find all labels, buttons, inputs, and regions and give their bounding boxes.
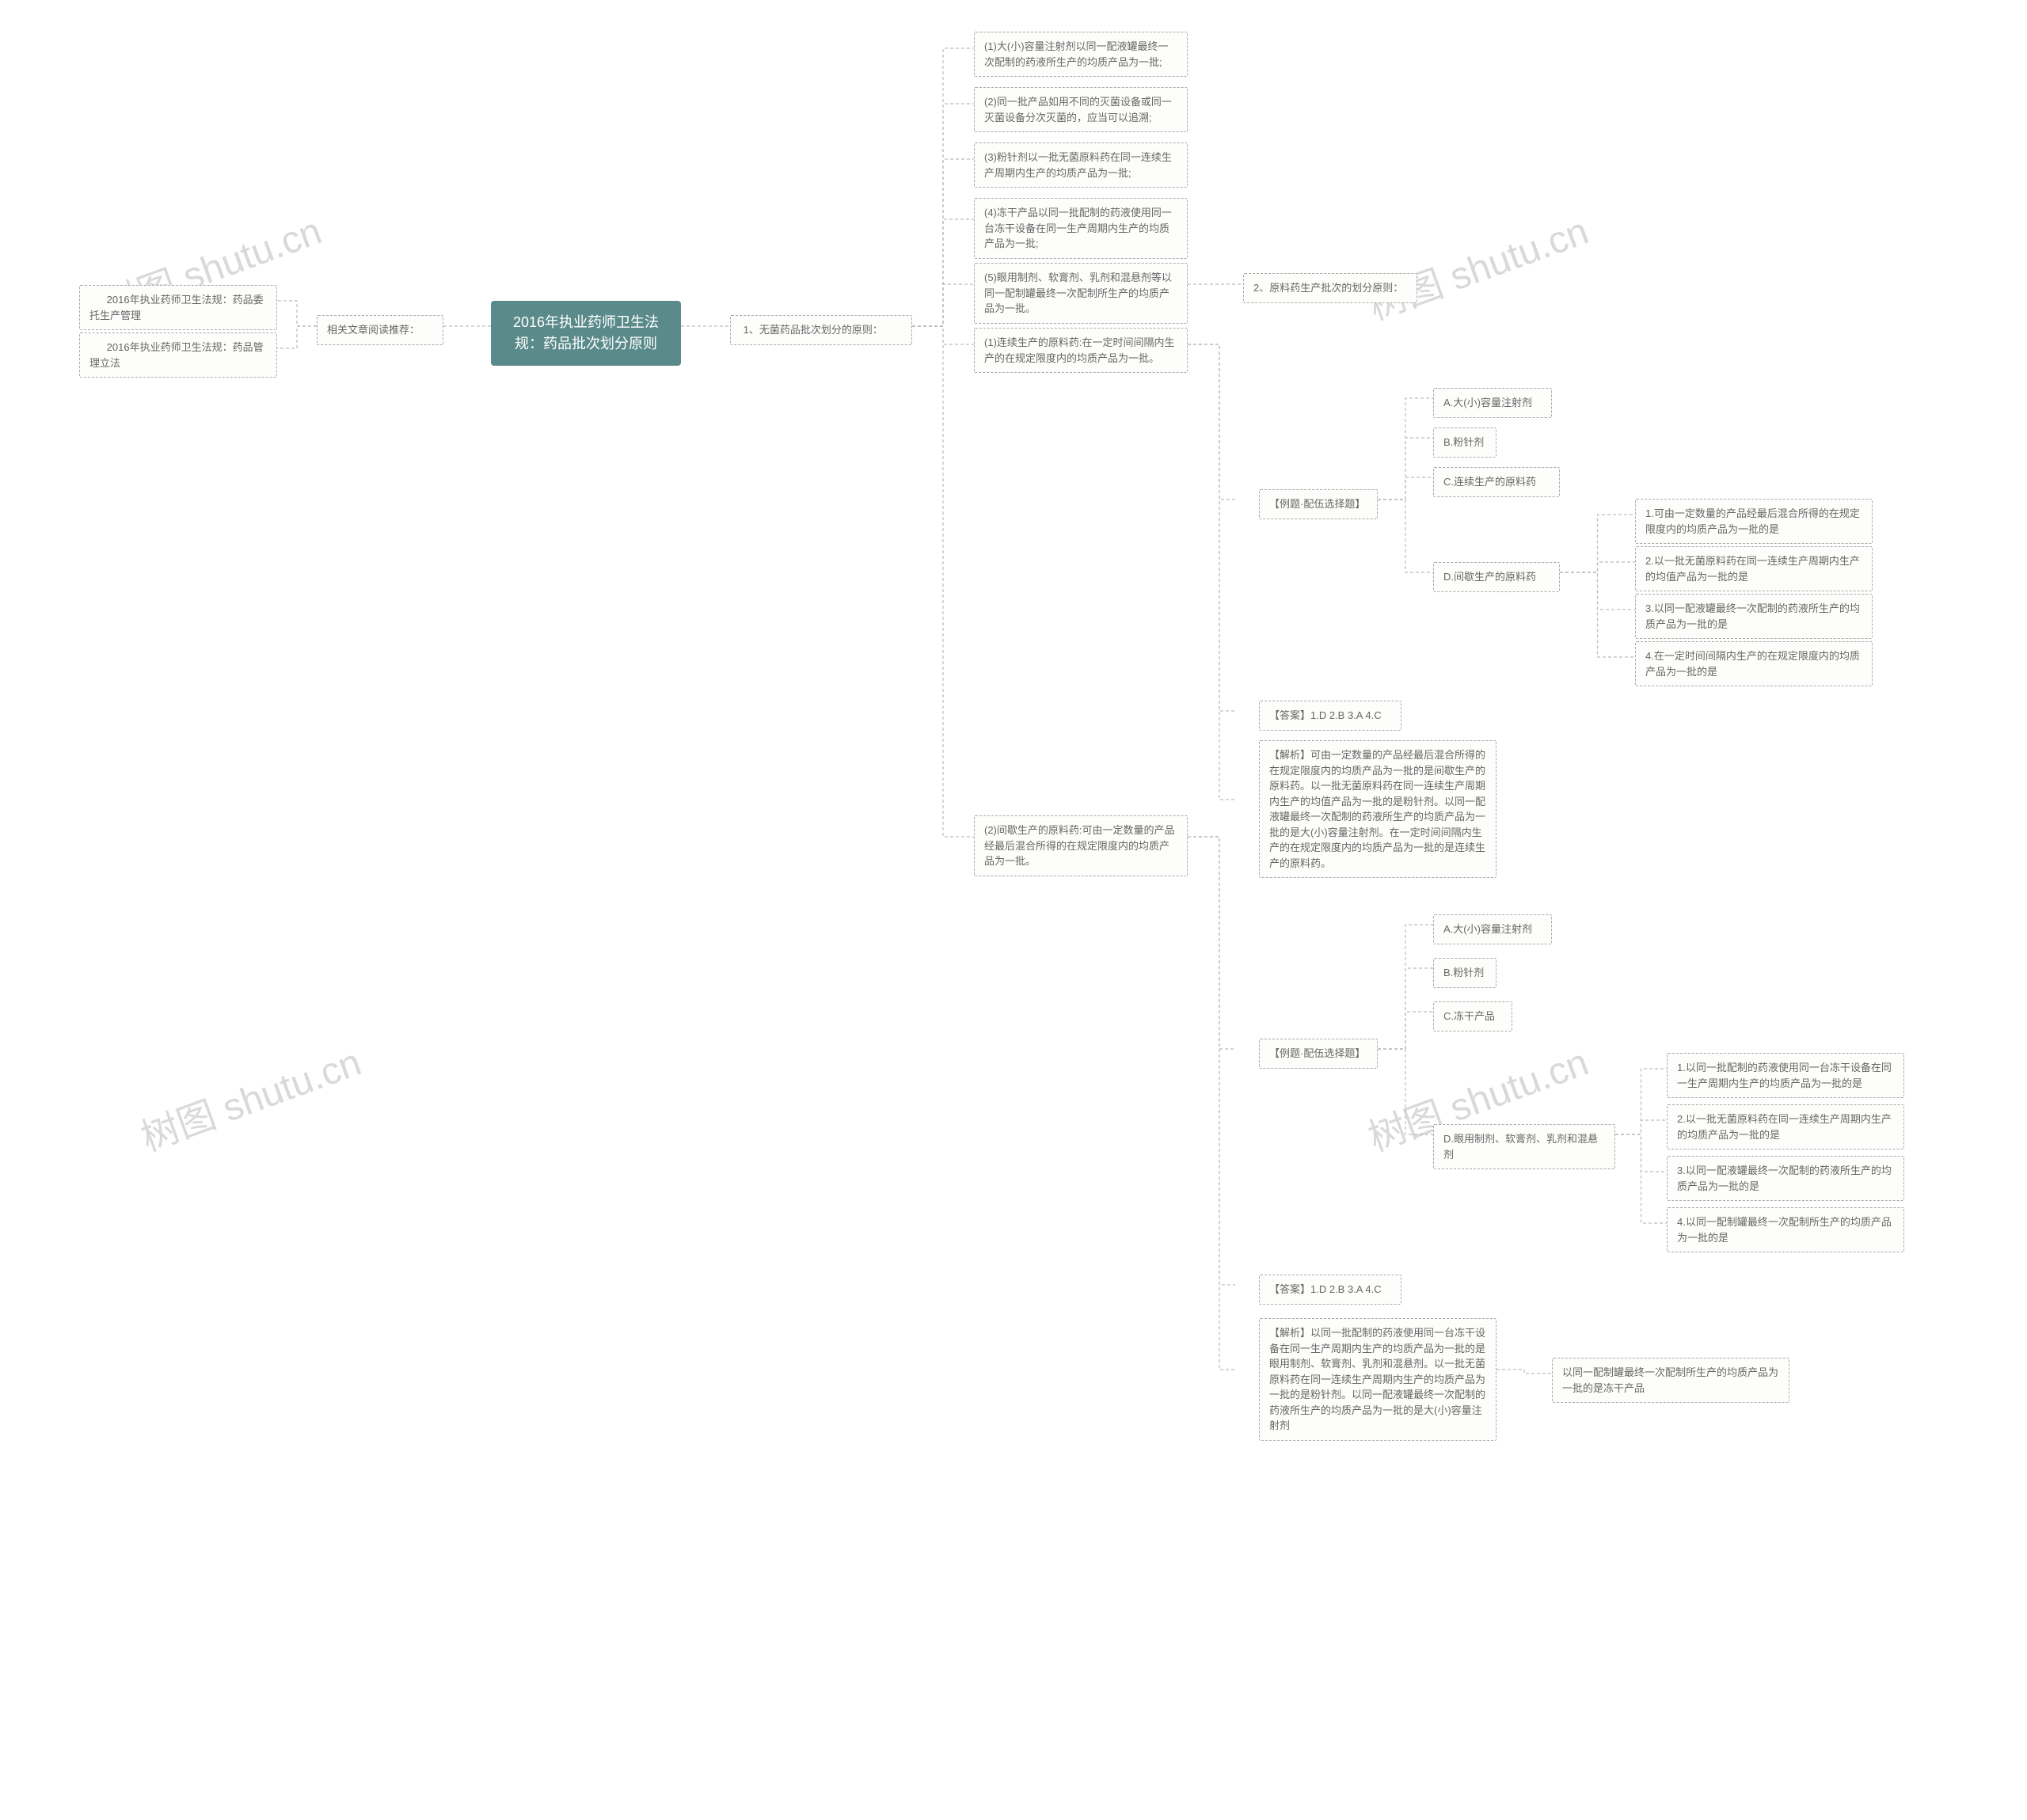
example2-option: A.大(小)容量注射剂 bbox=[1433, 914, 1552, 944]
example2-explanation-tail: 以同一配制罐最终一次配制所生产的均质产品为一批的是冻干产品 bbox=[1552, 1358, 1789, 1403]
branch1-label: 1、无菌药品批次划分的原则： bbox=[730, 315, 912, 345]
example2-answer: 【答案】1.D 2.B 3.A 4.C bbox=[1259, 1275, 1401, 1305]
example1-title: 【例题·配伍选择题】 bbox=[1259, 489, 1378, 519]
example1-option: C.连续生产的原料药 bbox=[1433, 467, 1560, 497]
example2-question: 4.以同一配制罐最终一次配制所生产的均质产品为一批的是 bbox=[1667, 1207, 1904, 1252]
example2-question: 2.以一批无菌原料药在同一连续生产周期内生产的均质产品为一批的是 bbox=[1667, 1104, 1904, 1149]
root-node: 2016年执业药师卫生法规：药品批次划分原则 bbox=[491, 301, 681, 366]
watermark: 树图 shutu.cn bbox=[1360, 199, 1595, 330]
example2-option: C.冻干产品 bbox=[1433, 1001, 1512, 1032]
related-articles-label: 相关文章阅读推荐： bbox=[317, 315, 443, 345]
branch1-item: (5)眼用制剂、软膏剂、乳剂和混悬剂等以同一配制罐最终一次配制所生产的均质产品为… bbox=[974, 263, 1188, 324]
example1-explanation: 【解析】可由一定数量的产品经最后混合所得的在规定限度内的均质产品为一批的是间歇生… bbox=[1259, 740, 1496, 878]
example2-title: 【例题·配伍选择题】 bbox=[1259, 1039, 1378, 1069]
example1-option: A.大(小)容量注射剂 bbox=[1433, 388, 1552, 418]
branch1-item: (1)大(小)容量注射剂以同一配液罐最终一次配制的药液所生产的均质产品为一批; bbox=[974, 32, 1188, 77]
related-article-item: 2016年执业药师卫生法规：药品管理立法 bbox=[79, 332, 277, 378]
example2-explanation: 【解析】以同一批配制的药液使用同一台冻干设备在同一生产周期内生产的均质产品为一批… bbox=[1259, 1318, 1496, 1441]
example2-option: D.眼用制剂、软膏剂、乳剂和混悬剂 bbox=[1433, 1124, 1615, 1169]
branch1-item: (4)冻干产品以同一批配制的药液使用同一台冻干设备在同一生产周期内生产的均质产品… bbox=[974, 198, 1188, 259]
example1-question: 4.在一定时间间隔内生产的在规定限度内的均质产品为一批的是 bbox=[1635, 641, 1873, 686]
branch2-label: 2、原料药生产批次的划分原则： bbox=[1243, 273, 1417, 303]
branch2-sub1: (1)连续生产的原料药:在一定时间间隔内生产的在规定限度内的均质产品为一批。 bbox=[974, 328, 1188, 373]
example1-option: D.间歇生产的原料药 bbox=[1433, 562, 1560, 592]
example2-question: 1.以同一批配制的药液使用同一台冻干设备在同一生产周期内生产的均质产品为一批的是 bbox=[1667, 1053, 1904, 1098]
example1-question: 2.以一批无菌原料药在同一连续生产周期内生产的均值产品为一批的是 bbox=[1635, 546, 1873, 591]
example1-option: B.粉针剂 bbox=[1433, 427, 1496, 458]
branch1-item: (2)同一批产品如用不同的灭菌设备或同一灭菌设备分次灭菌的，应当可以追溯; bbox=[974, 87, 1188, 132]
example2-option: B.粉针剂 bbox=[1433, 958, 1496, 988]
example2-question: 3.以同一配液罐最终一次配制的药液所生产的均质产品为一批的是 bbox=[1667, 1156, 1904, 1201]
example1-question: 1.可由一定数量的产品经最后混合所得的在规定限度内的均质产品为一批的是 bbox=[1635, 499, 1873, 544]
watermark: 树图 shutu.cn bbox=[132, 1031, 367, 1161]
branch2-sub2: (2)间歇生产的原料药:可由一定数量的产品经最后混合所得的在规定限度内的均质产品… bbox=[974, 815, 1188, 876]
example1-answer: 【答案】1.D 2.B 3.A 4.C bbox=[1259, 701, 1401, 731]
branch1-item: (3)粉针剂以一批无菌原料药在同一连续生产周期内生产的均质产品为一批; bbox=[974, 142, 1188, 188]
related-article-item: 2016年执业药师卫生法规：药品委托生产管理 bbox=[79, 285, 277, 330]
example1-question: 3.以同一配液罐最终一次配制的药液所生产的均质产品为一批的是 bbox=[1635, 594, 1873, 639]
